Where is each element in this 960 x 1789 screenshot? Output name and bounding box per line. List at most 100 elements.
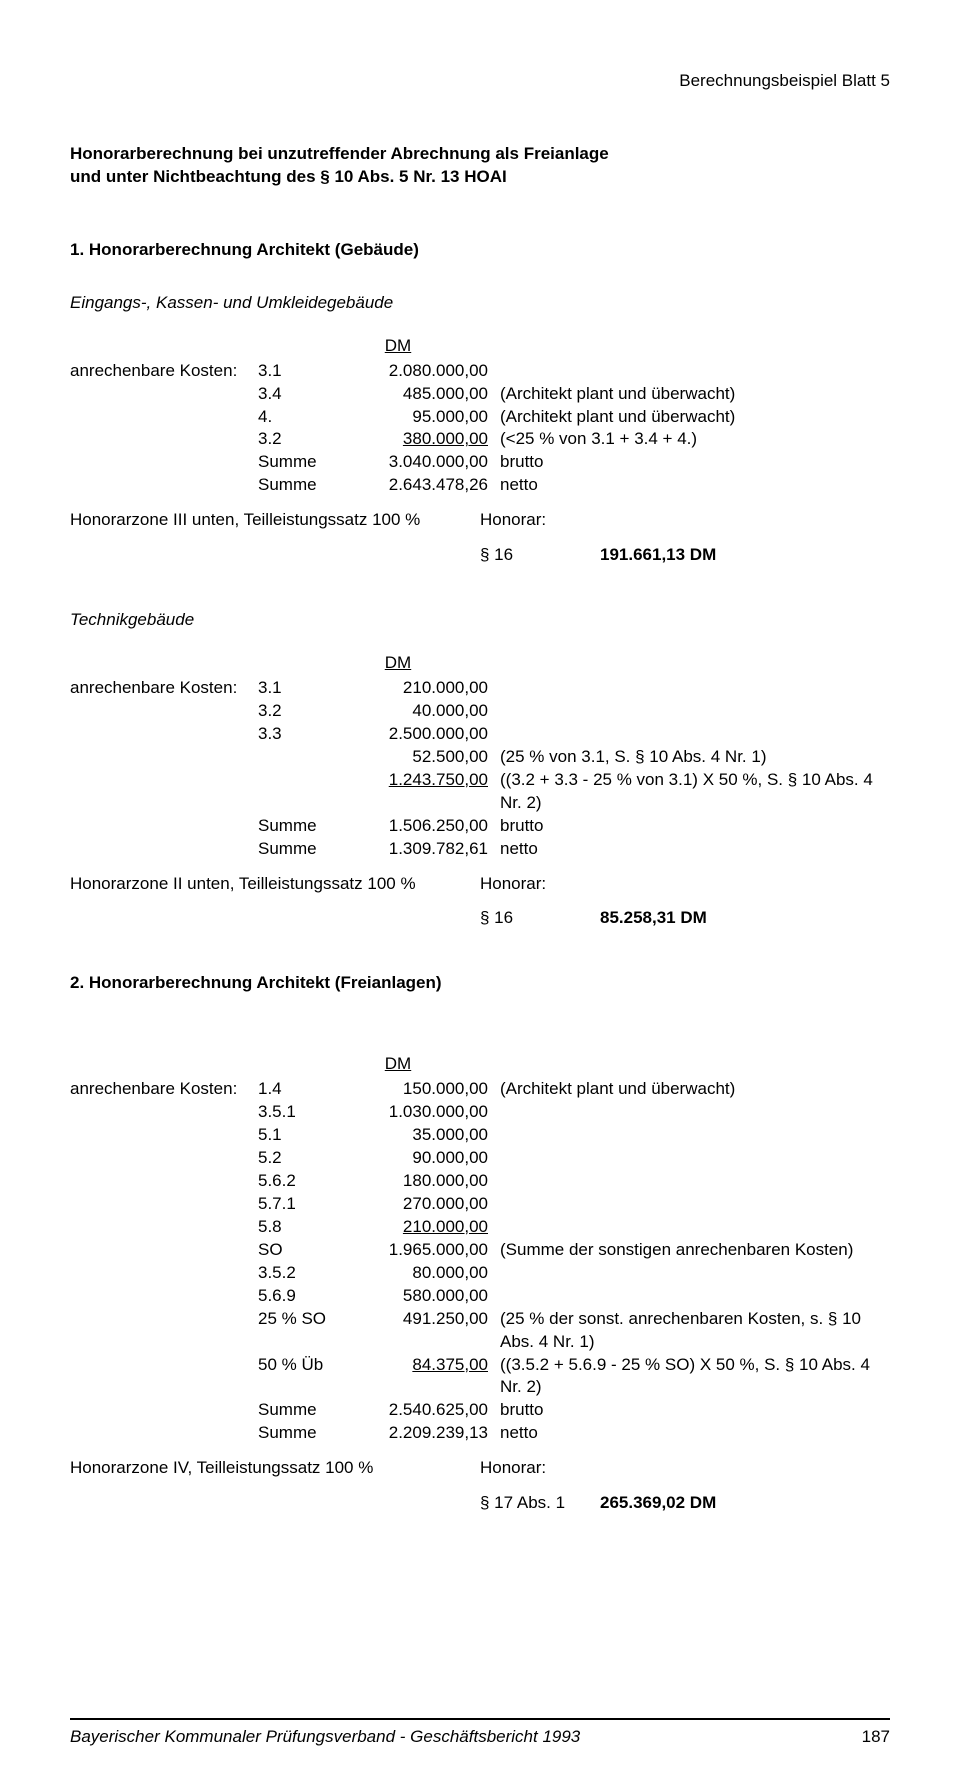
honorar-amount: 191.661,13 DM bbox=[600, 544, 890, 567]
cost-amount: 270.000,00 bbox=[353, 1193, 500, 1216]
cost-note: ((3.5.2 + 5.6.9 - 25 % SO) X 50 %, S. § … bbox=[500, 1354, 890, 1400]
cost-amount: 52.500,00 bbox=[353, 746, 500, 769]
cost-amount: 1.243.750,00 bbox=[353, 769, 500, 792]
cost-amount: 580.000,00 bbox=[353, 1285, 500, 1308]
table-row: Summe2.209.239,13netto bbox=[70, 1422, 890, 1445]
cost-amount: 3.040.000,00 bbox=[353, 451, 500, 474]
table-row: SO1.965.000,00(Summe der sonstigen anrec… bbox=[70, 1239, 890, 1262]
cost-note: ((3.2 + 3.3 - 25 % von 3.1) X 50 %, S. §… bbox=[500, 769, 890, 815]
column-header-dm: DM bbox=[338, 652, 458, 675]
table-row: Summe2.643.478,26netto bbox=[70, 474, 890, 497]
cost-amount: 35.000,00 bbox=[353, 1124, 500, 1147]
table-row: 5.290.000,00 bbox=[70, 1147, 890, 1170]
cost-code: Summe bbox=[258, 474, 353, 497]
page-footer: Bayerischer Kommunaler Prüfungsverband -… bbox=[70, 1718, 890, 1749]
cost-note: (25 % der sonst. anrechenbaren Kosten, s… bbox=[500, 1308, 890, 1354]
cost-note: brutto bbox=[500, 815, 890, 838]
honorar-line: § 16 85.258,31 DM bbox=[70, 907, 890, 930]
cost-code: Summe bbox=[258, 815, 353, 838]
honorarzone-text: Honorarzone II unten, Teilleistungssatz … bbox=[70, 873, 480, 896]
cost-code: Summe bbox=[258, 838, 353, 861]
honorar-paragraph: § 16 bbox=[480, 907, 600, 930]
document-title: Honorarberechnung bei unzutreffender Abr… bbox=[70, 143, 890, 189]
honorar-paragraph: § 17 Abs. 1 bbox=[480, 1492, 600, 1515]
cost-note: brutto bbox=[500, 451, 890, 474]
cost-amount: 485.000,00 bbox=[353, 383, 500, 406]
table-row: 1.243.750,00((3.2 + 3.3 - 25 % von 3.1) … bbox=[70, 769, 890, 815]
subsection-title: Technikgebäude bbox=[70, 609, 890, 632]
honorarzone-text: Honorarzone IV, Teilleistungssatz 100 % bbox=[70, 1457, 480, 1480]
table-row: 3.240.000,00 bbox=[70, 700, 890, 723]
cost-code: 4. bbox=[258, 406, 353, 429]
cost-amount: 90.000,00 bbox=[353, 1147, 500, 1170]
row-label: anrechenbare Kosten: bbox=[70, 1078, 258, 1101]
cost-amount: 95.000,00 bbox=[353, 406, 500, 429]
cost-code: 3.3 bbox=[258, 723, 353, 746]
title-line: und unter Nichtbeachtung des § 10 Abs. 5… bbox=[70, 166, 890, 189]
honorarzone-text: Honorarzone III unten, Teilleistungssatz… bbox=[70, 509, 480, 532]
honorar-paragraph: § 16 bbox=[480, 544, 600, 567]
cost-code: 5.1 bbox=[258, 1124, 353, 1147]
cost-code: 3.2 bbox=[258, 428, 353, 451]
cost-table: anrechenbare Kosten:3.12.080.000,003.448… bbox=[70, 360, 890, 498]
cost-code: 3.2 bbox=[258, 700, 353, 723]
section-heading-1: 1. Honorarberechnung Architekt (Gebäude) bbox=[70, 239, 890, 262]
honorar-line: Honorarzone II unten, Teilleistungssatz … bbox=[70, 873, 890, 896]
cost-code: 5.6.2 bbox=[258, 1170, 353, 1193]
cost-code: Summe bbox=[258, 1422, 353, 1445]
table-row: 3.5.280.000,00 bbox=[70, 1262, 890, 1285]
document-page: Berechnungsbeispiel Blatt 5 Honorarberec… bbox=[0, 0, 960, 1789]
cost-amount: 2.209.239,13 bbox=[353, 1422, 500, 1445]
cost-code: 5.2 bbox=[258, 1147, 353, 1170]
cost-code: 1.4 bbox=[258, 1078, 353, 1101]
cost-amount: 180.000,00 bbox=[353, 1170, 500, 1193]
subsection-title: Eingangs-, Kassen- und Umkleidegebäude bbox=[70, 292, 890, 315]
row-label: anrechenbare Kosten: bbox=[70, 677, 258, 700]
cost-note: (Architekt plant und überwacht) bbox=[500, 406, 890, 429]
table-row: 4.95.000,00(Architekt plant und überwach… bbox=[70, 406, 890, 429]
table-row: 5.7.1270.000,00 bbox=[70, 1193, 890, 1216]
page-number: 187 bbox=[862, 1726, 890, 1749]
cost-note: (Summe der sonstigen anrechenbaren Koste… bbox=[500, 1239, 890, 1262]
table-row: anrechenbare Kosten:3.12.080.000,00 bbox=[70, 360, 890, 383]
cost-amount: 1.965.000,00 bbox=[353, 1239, 500, 1262]
cost-amount: 2.643.478,26 bbox=[353, 474, 500, 497]
table-row: anrechenbare Kosten:1.4150.000,00(Archit… bbox=[70, 1078, 890, 1101]
cost-amount: 84.375,00 bbox=[353, 1354, 500, 1377]
table-row: 5.8210.000,00 bbox=[70, 1216, 890, 1239]
cost-code: Summe bbox=[258, 451, 353, 474]
cost-code: 3.5.1 bbox=[258, 1101, 353, 1124]
honorar-line: § 16 191.661,13 DM bbox=[70, 544, 890, 567]
sheet-label: Berechnungsbeispiel Blatt 5 bbox=[70, 70, 890, 93]
cost-amount: 2.080.000,00 bbox=[353, 360, 500, 383]
cost-code: 25 % SO bbox=[258, 1308, 353, 1331]
footer-text: Bayerischer Kommunaler Prüfungsverband -… bbox=[70, 1726, 580, 1749]
table-row: 5.6.9580.000,00 bbox=[70, 1285, 890, 1308]
cost-code: 5.7.1 bbox=[258, 1193, 353, 1216]
cost-code: SO bbox=[258, 1239, 353, 1262]
cost-note: netto bbox=[500, 474, 890, 497]
table-row: 25 % SO491.250,00(25 % der sonst. anrech… bbox=[70, 1308, 890, 1354]
row-label: anrechenbare Kosten: bbox=[70, 360, 258, 383]
honorar-line: Honorarzone IV, Teilleistungssatz 100 % … bbox=[70, 1457, 890, 1480]
cost-amount: 1.309.782,61 bbox=[353, 838, 500, 861]
honorar-line: Honorarzone III unten, Teilleistungssatz… bbox=[70, 509, 890, 532]
cost-amount: 210.000,00 bbox=[353, 677, 500, 700]
cost-amount: 2.500.000,00 bbox=[353, 723, 500, 746]
honorar-line: § 17 Abs. 1 265.369,02 DM bbox=[70, 1492, 890, 1515]
cost-amount: 80.000,00 bbox=[353, 1262, 500, 1285]
cost-amount: 1.506.250,00 bbox=[353, 815, 500, 838]
cost-note: (Architekt plant und überwacht) bbox=[500, 383, 890, 406]
cost-note: brutto bbox=[500, 1399, 890, 1422]
cost-amount: 380.000,00 bbox=[353, 428, 500, 451]
honorar-amount: 265.369,02 DM bbox=[600, 1492, 890, 1515]
cost-amount: 2.540.625,00 bbox=[353, 1399, 500, 1422]
cost-code: 3.4 bbox=[258, 383, 353, 406]
cost-code: 3.1 bbox=[258, 360, 353, 383]
cost-code: 5.8 bbox=[258, 1216, 353, 1239]
table-row: 3.5.11.030.000,00 bbox=[70, 1101, 890, 1124]
cost-note: (<25 % von 3.1 + 3.4 + 4.) bbox=[500, 428, 890, 451]
table-row: 5.135.000,00 bbox=[70, 1124, 890, 1147]
table-row: Summe2.540.625,00brutto bbox=[70, 1399, 890, 1422]
table-row: 3.32.500.000,00 bbox=[70, 723, 890, 746]
